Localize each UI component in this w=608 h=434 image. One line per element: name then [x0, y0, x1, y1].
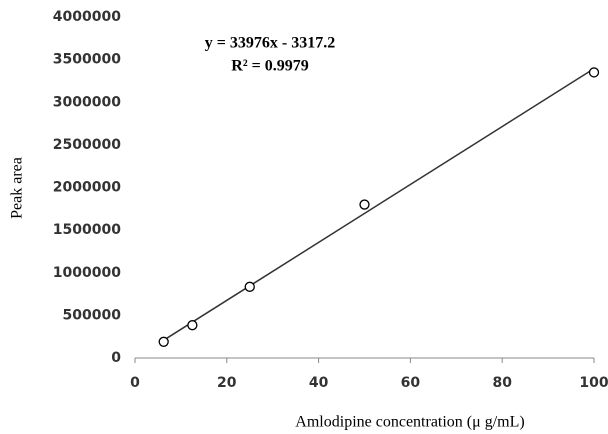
- data-point: [588, 67, 600, 78]
- data-point: [158, 336, 169, 347]
- data-point: [359, 199, 370, 210]
- x-axis-title: Amlodipine concentration (μ g/mL): [295, 414, 524, 431]
- y-tick-label: 2500000: [53, 137, 121, 153]
- y-tick-label: 0: [111, 350, 121, 366]
- trend-equation: y = 33976x - 3317.2: [205, 35, 335, 52]
- x-tick-label: 0: [130, 375, 140, 391]
- y-tick-label: 1000000: [53, 265, 121, 281]
- x-tick-label: 100: [579, 375, 608, 391]
- x-tick-label: 20: [217, 375, 237, 391]
- data-point: [187, 320, 198, 331]
- y-tick-label: 1500000: [53, 222, 121, 238]
- x-tick-label: 80: [492, 375, 512, 391]
- y-tick-label: 4000000: [53, 9, 121, 25]
- y-tick-label: 2000000: [53, 180, 121, 196]
- trendline: [163, 68, 595, 341]
- y-tick-label: 500000: [63, 307, 122, 323]
- trend-r2: R² = 0.9979: [231, 58, 308, 75]
- x-tick-label: 60: [401, 375, 421, 391]
- x-tick-label: 40: [309, 375, 329, 391]
- y-tick-label: 3000000: [53, 94, 121, 110]
- y-tick-label: 3500000: [53, 52, 121, 68]
- y-axis-title: Peak area: [9, 157, 26, 219]
- data-point: [244, 281, 255, 292]
